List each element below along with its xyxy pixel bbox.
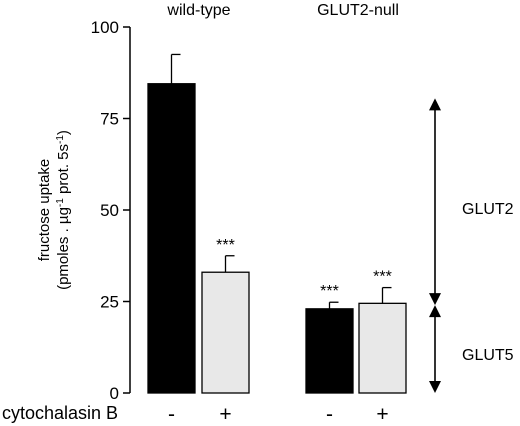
condition-sign: -: [326, 403, 333, 426]
annotation-arrow-head-up: [429, 305, 441, 318]
labels: - *** + *** - *** + wild-type GLUT2-null cytochal…: [2, 2, 399, 426]
y-axis-label-part: (pmoles . µg: [55, 207, 72, 290]
annotation-label: GLUT2: [462, 201, 514, 218]
bar: [201, 271, 250, 394]
annotation-arrow-head-up: [429, 98, 441, 111]
y-tick-label: 50: [100, 201, 119, 220]
group-label: wild-type: [166, 2, 230, 19]
y-axis-label-part: ): [55, 130, 72, 135]
significance-label: ***: [320, 283, 339, 300]
bar: [305, 308, 354, 394]
bar: [147, 83, 196, 394]
axes: 0 25 50 75 100 fructose uptake (pmoles . µg-1 …: [36, 18, 131, 403]
y-axis-label-superscript: -1: [55, 198, 66, 207]
y-tick-label: 75: [100, 110, 119, 129]
condition-sign: +: [219, 403, 231, 426]
significance-label: ***: [216, 237, 235, 254]
y-axis-label-superscript: -1: [55, 135, 66, 144]
y-tick-label: 25: [100, 293, 119, 312]
y-axis-label: fructose uptake (pmoles . µg-1 prot. 5s-1…: [36, 130, 72, 290]
y-axis-label-line2: (pmoles . µg-1 prot. 5s-1): [55, 130, 73, 290]
condition-label: cytochalasin B: [2, 403, 118, 423]
annotation-arrow-head-down: [429, 381, 441, 393]
y-axis-label-part: prot. 5s: [55, 144, 72, 198]
y-tick-label: 100: [91, 18, 119, 37]
annotation-arrow-head-down: [429, 293, 441, 306]
condition-sign: -: [168, 403, 175, 426]
condition-sign: +: [376, 403, 388, 426]
group-label: GLUT2-null: [317, 2, 399, 19]
y-tick-label: 0: [110, 384, 119, 403]
annotations: GLUT2 GLUT5: [429, 98, 514, 393]
bars: [147, 53, 407, 394]
y-axis-label-line1: fructose uptake: [36, 159, 53, 262]
bar: [358, 302, 407, 394]
significance-label: ***: [373, 269, 392, 286]
annotation-label: GLUT5: [462, 347, 514, 364]
